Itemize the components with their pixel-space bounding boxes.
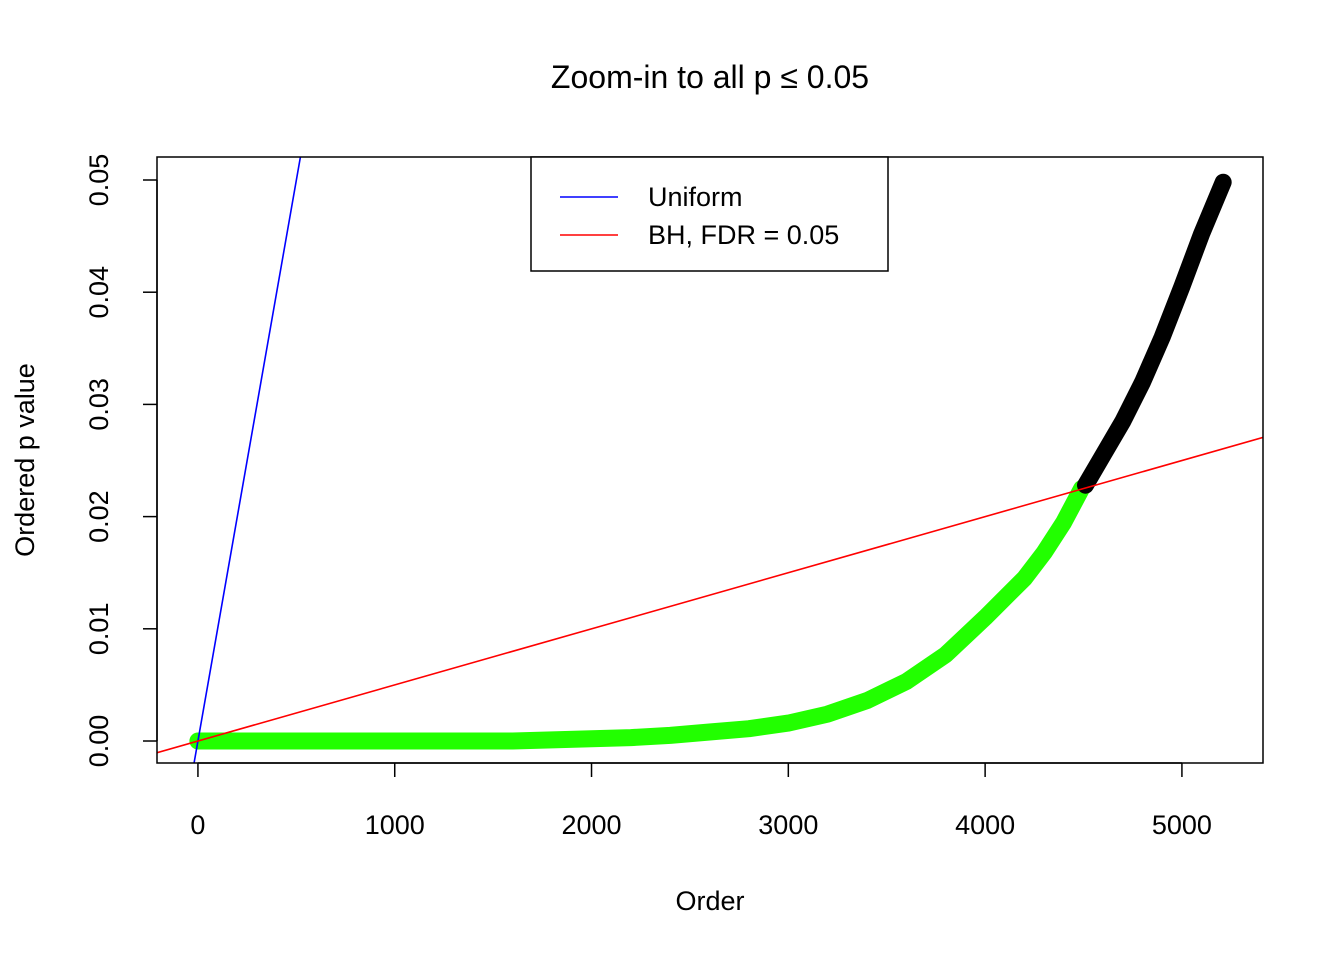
legend-label: Uniform [648, 182, 743, 212]
reference-line [157, 436, 1263, 754]
plot-area [157, 157, 1263, 763]
y-axis-label: Ordered p value [10, 363, 40, 557]
x-tick-label: 2000 [561, 810, 621, 840]
x-tick-label: 5000 [1152, 810, 1212, 840]
x-tick-label: 1000 [365, 810, 425, 840]
x-tick-label: 4000 [955, 810, 1015, 840]
x-tick-label: 0 [190, 810, 205, 840]
legend-label: BH, FDR = 0.05 [648, 220, 839, 250]
reference-line [193, 157, 302, 763]
x-tick-label: 3000 [758, 810, 818, 840]
y-tick-label: 0.03 [84, 378, 114, 431]
y-tick-label: 0.05 [84, 154, 114, 207]
chart-title: Zoom-in to all p ≤ 0.05 [551, 59, 869, 95]
y-tick-label: 0.01 [84, 603, 114, 656]
legend-box [530, 156, 889, 272]
legend: Uniform BH, FDR = 0.05 [530, 156, 889, 272]
y-tick-label: 0.04 [84, 266, 114, 319]
p-value-points [189, 480, 1091, 750]
x-axis-label: Order [675, 886, 744, 916]
p-value-points [1077, 173, 1232, 494]
y-tick-label: 0.00 [84, 715, 114, 768]
y-tick-label: 0.02 [84, 490, 114, 543]
